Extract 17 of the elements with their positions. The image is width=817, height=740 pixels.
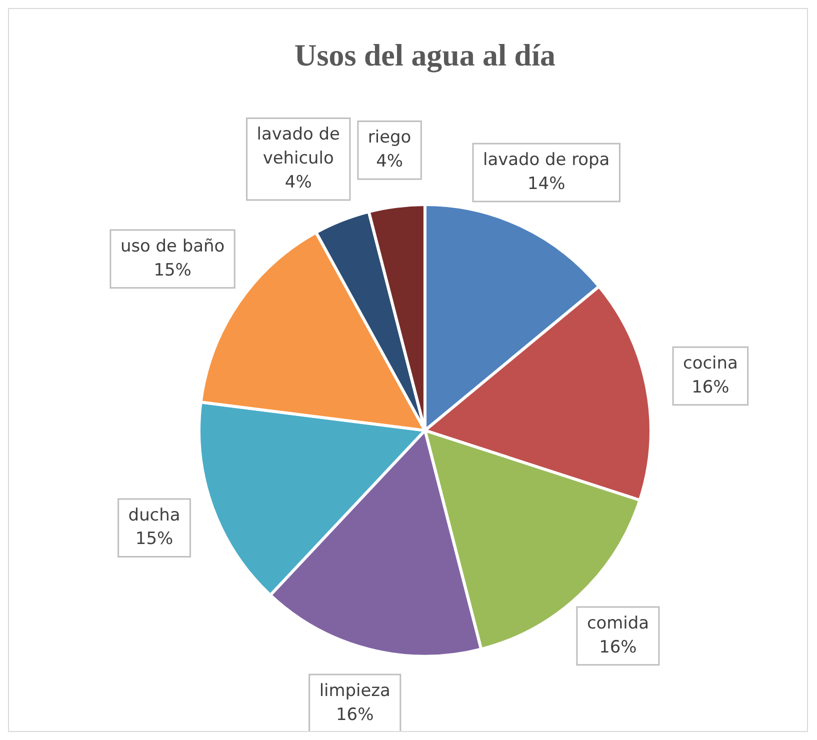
slice-label: uso de baño <box>120 235 225 256</box>
data-label: 16% <box>599 636 637 656</box>
slice-label: riego <box>368 126 412 147</box>
slice-label: lavado de ropa <box>483 148 610 169</box>
data-label: 16% <box>336 704 374 724</box>
data-label: 4% <box>376 150 403 171</box>
slice-label: lavado de vehiculo <box>256 124 340 168</box>
data-label: 15% <box>135 528 174 548</box>
chart-title: Usos del agua al día <box>294 37 556 72</box>
slice-label: comida <box>586 612 649 632</box>
data-label: 4% <box>284 171 312 192</box>
slice-label: cocina <box>683 352 738 372</box>
data-label: 15% <box>154 259 192 280</box>
slice-label: ducha <box>128 504 180 524</box>
data-label: 16% <box>692 376 730 396</box>
data-label: 14% <box>528 172 566 193</box>
slice-label: limpieza <box>319 680 390 700</box>
